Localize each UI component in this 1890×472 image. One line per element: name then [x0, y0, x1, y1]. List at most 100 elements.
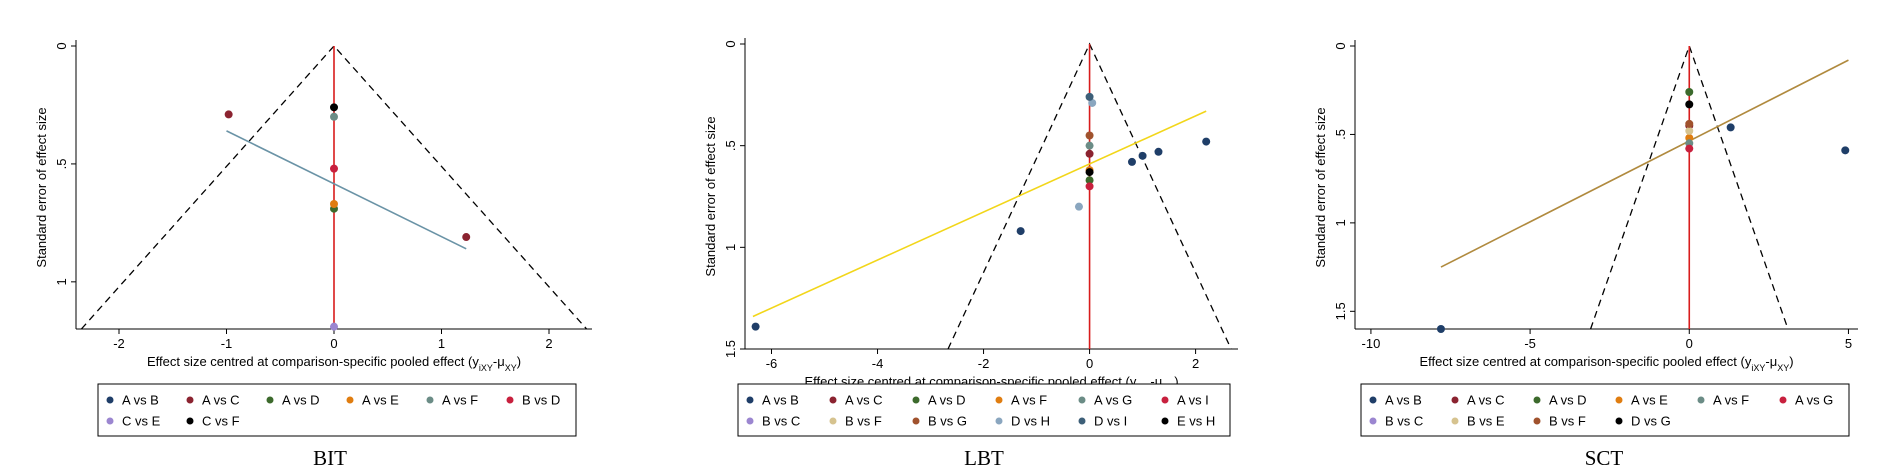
data-point-c-vs-e	[330, 322, 338, 331]
funnel-confidence-lines	[80, 45, 588, 330]
legend-label: A vs F	[1011, 393, 1047, 408]
regression-line	[752, 110, 1207, 318]
funnel-panel-bit: -2 -1 0 1 2 0 .5 1 Standard error of effect size…	[34, 40, 592, 470]
legend-label: A vs C	[845, 393, 883, 408]
y-tick-label: 0	[723, 40, 738, 47]
y-tick-label: 1.5	[1333, 302, 1348, 320]
legend-label: A vs G	[1094, 393, 1132, 408]
legend-marker	[912, 396, 920, 404]
panel-caption: LBT	[964, 446, 1004, 470]
legend-label: A vs F	[1713, 393, 1749, 408]
x-tick-label: 0	[1686, 336, 1693, 351]
legend-marker	[1533, 396, 1541, 404]
x-tick-label: 0	[1086, 356, 1093, 371]
legend-marker	[426, 396, 434, 404]
data-point-d-vs-h	[1074, 202, 1083, 211]
legend-marker	[186, 396, 194, 404]
x-axis-label: Effect size centred at comparison-specif…	[147, 354, 521, 373]
y-tick-label: 0	[1333, 42, 1348, 49]
legend-marker	[106, 417, 114, 425]
legend-marker	[1451, 396, 1459, 404]
legend-marker	[829, 396, 837, 404]
legend-marker	[829, 417, 837, 425]
legend-label: A vs C	[202, 393, 240, 408]
legend-label: B vs C	[762, 414, 800, 429]
legend-label: A vs D	[1549, 393, 1587, 408]
y-tick-label: 1.5	[723, 340, 738, 358]
legend-label: A vs G	[1795, 393, 1833, 408]
legend-marker	[1615, 396, 1623, 404]
legend-label: D vs H	[1011, 414, 1050, 429]
legend-marker	[506, 396, 514, 404]
legend-marker	[1451, 417, 1459, 425]
data-point-a-vs-b	[1841, 146, 1850, 155]
data-point-a-vs-b	[1127, 157, 1136, 166]
data-point-a-vs-b	[1016, 227, 1025, 236]
data-point-b-vs-f	[1685, 119, 1694, 128]
x-tick-label: -6	[766, 356, 778, 371]
data-point-a-vs-b	[1154, 147, 1163, 156]
data-point-d-vs-g	[1685, 100, 1694, 109]
legend-label: B vs G	[928, 414, 967, 429]
data-point-a-vs-d	[1085, 176, 1094, 185]
legend-marker	[1369, 417, 1377, 425]
legend-label: B vs D	[522, 393, 560, 408]
data-point-b-vs-g	[1085, 131, 1094, 140]
legend-box	[737, 383, 1231, 437]
data-point-e-vs-h	[1085, 168, 1094, 177]
data-point-a-vs-c	[224, 110, 233, 119]
legend-label: A vs B	[122, 393, 159, 408]
data-point-a-vs-c	[1085, 149, 1094, 158]
legend-marker	[106, 396, 114, 404]
legend-marker	[266, 396, 274, 404]
x-tick-label: -1	[221, 336, 233, 351]
x-tick-label: -2	[978, 356, 990, 371]
legend-label: E vs H	[1177, 414, 1215, 429]
regression-line	[226, 130, 467, 250]
legend-label: A vs B	[1385, 393, 1422, 408]
legend-label: A vs C	[1467, 393, 1505, 408]
y-tick-label: .5	[723, 140, 738, 151]
x-tick-label: -2	[113, 336, 125, 351]
y-tick-label: 1	[1333, 219, 1348, 226]
legend-marker	[912, 417, 920, 425]
data-point-a-vs-g	[1085, 141, 1094, 150]
y-tick-label: 0	[54, 42, 69, 49]
legend-marker	[1615, 417, 1623, 425]
legend-marker	[995, 417, 1003, 425]
legend-marker	[1078, 417, 1086, 425]
y-tick-label: 1	[54, 278, 69, 285]
x-tick-label: 2	[545, 336, 552, 351]
legend-label: C vs F	[202, 414, 240, 429]
data-point-a-vs-b	[1202, 137, 1211, 146]
legend-label: B vs C	[1385, 414, 1423, 429]
data-point-b-vs-d	[330, 164, 338, 173]
legend-label: A vs E	[1631, 393, 1668, 408]
legend-label: A vs I	[1177, 393, 1209, 408]
legend-label: B vs F	[1549, 414, 1586, 429]
funnel-panel-sct: -10 -5 0 5 0 .5 1 1.5 Standard error of effect s…	[1313, 40, 1858, 470]
legend-marker	[1161, 417, 1169, 425]
legend-label: A vs E	[362, 393, 399, 408]
data-point-a-vs-c	[462, 233, 471, 242]
x-tick-label: 2	[1192, 356, 1199, 371]
legend-label: A vs D	[282, 393, 320, 408]
legend-marker	[1779, 396, 1787, 404]
y-tick-label: 1	[723, 244, 738, 251]
legend-label: A vs F	[442, 393, 478, 408]
data-point-a-vs-b	[751, 322, 760, 331]
data-point-a-vs-d	[1685, 87, 1694, 96]
x-tick-label: 1	[438, 336, 445, 351]
legend-label: A vs D	[928, 393, 966, 408]
panel-caption: SCT	[1585, 446, 1624, 470]
legend-marker	[186, 417, 194, 425]
data-point-a-vs-b	[1726, 123, 1735, 132]
x-tick-label: 0	[330, 336, 337, 351]
data-point-a-vs-b	[1436, 325, 1445, 333]
data-point-a-vs-b	[1138, 151, 1147, 160]
legend-marker	[1078, 396, 1086, 404]
legend-label: B vs E	[1467, 414, 1505, 429]
legend-marker	[1369, 396, 1377, 404]
legend-marker	[346, 396, 354, 404]
